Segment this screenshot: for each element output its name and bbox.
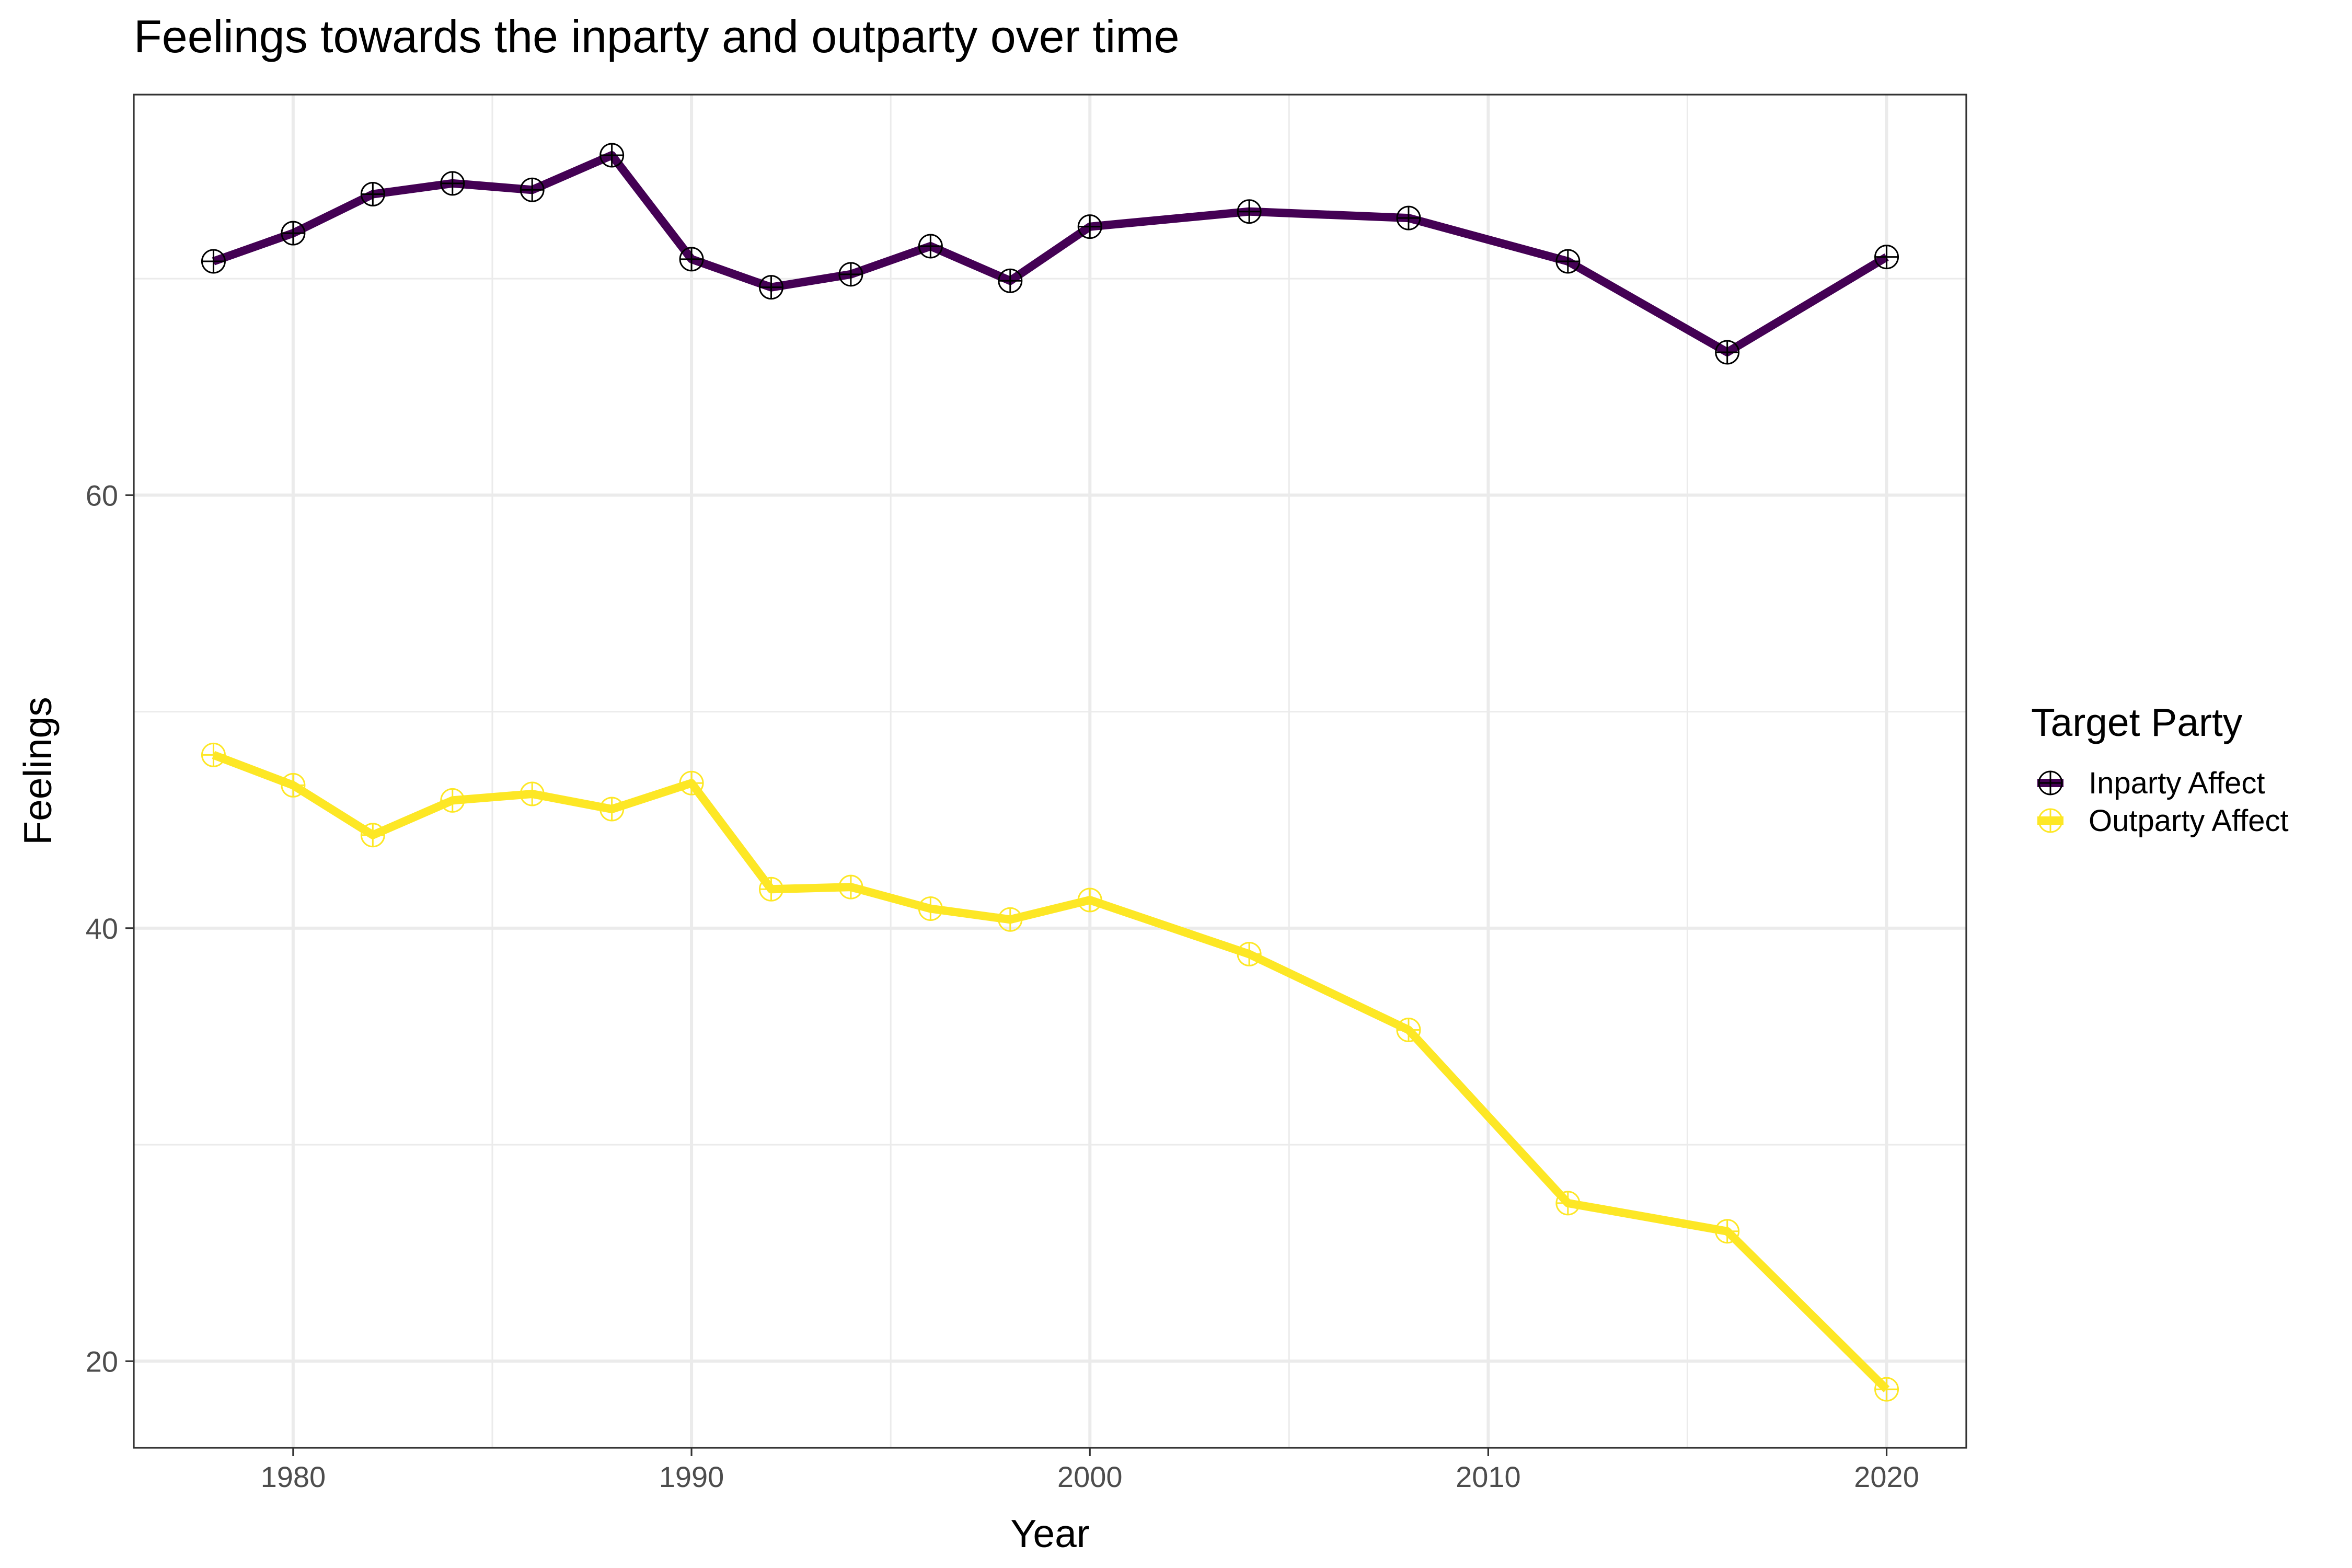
- data-point: [1715, 1219, 1740, 1244]
- data-point: [201, 742, 226, 767]
- data-point: [838, 262, 863, 287]
- data-point: [281, 221, 306, 246]
- data-point: [1077, 887, 1102, 913]
- data-point: [998, 907, 1023, 932]
- data-point: [758, 275, 783, 300]
- data-point: [918, 234, 943, 259]
- legend-item-0: Inparty Affect: [2037, 766, 2265, 800]
- y-axis: 20 40 60: [86, 479, 134, 1378]
- data-point: [440, 788, 465, 813]
- legend-label: Outparty Affect: [2089, 804, 2289, 838]
- series-1: [201, 742, 1899, 1402]
- data-point: [1237, 942, 1262, 967]
- series-0: [201, 143, 1899, 365]
- data-point: [1237, 199, 1262, 224]
- x-axis-title: Year: [1010, 1512, 1090, 1555]
- data-point: [360, 182, 385, 207]
- data-point: [679, 247, 704, 272]
- y-tick-label: 20: [86, 1345, 118, 1378]
- x-tick-label: 2000: [1057, 1460, 1123, 1493]
- data-point: [679, 770, 704, 795]
- x-tick-label: 1980: [261, 1460, 326, 1493]
- data-point: [1715, 340, 1740, 365]
- x-tick-label: 1990: [659, 1460, 724, 1493]
- data-point: [758, 877, 783, 902]
- y-tick-label: 60: [86, 479, 118, 512]
- data-point: [599, 143, 625, 168]
- chart-title: Feelings towards the inparty and outpart…: [134, 10, 1180, 62]
- data-point: [998, 268, 1023, 293]
- data-point: [1874, 1377, 1899, 1402]
- data-point: [360, 823, 385, 848]
- data-point: [1555, 1191, 1581, 1216]
- data-point: [201, 249, 226, 274]
- data-point: [281, 773, 306, 798]
- legend-title: Target Party: [2031, 700, 2243, 744]
- x-tick-label: 2020: [1854, 1460, 1919, 1493]
- grid-minor: [134, 95, 1966, 1448]
- legend-label: Inparty Affect: [2089, 766, 2265, 800]
- data-point: [1555, 249, 1581, 274]
- plot-border: [133, 94, 1967, 1449]
- x-axis: 1980 1990 2000 2010 2020: [261, 1448, 1919, 1493]
- series-layer: [201, 143, 1899, 1402]
- legend-item-1: Outparty Affect: [2037, 804, 2289, 838]
- data-point: [918, 896, 943, 921]
- legend: Target Party Inparty Affect Outparty Affe…: [2031, 700, 2289, 838]
- plot-background: [134, 95, 1966, 1448]
- data-point: [838, 874, 863, 900]
- data-point: [1077, 214, 1102, 239]
- data-point: [520, 781, 545, 806]
- data-point: [1396, 205, 1421, 230]
- data-point: [1396, 1018, 1421, 1043]
- data-point: [520, 177, 545, 202]
- legend-items: Inparty Affect Outparty Affect: [2037, 766, 2289, 838]
- data-point: [599, 797, 625, 822]
- x-tick-label: 2010: [1456, 1460, 1521, 1493]
- data-point: [440, 171, 465, 196]
- plot-panel: [133, 94, 1967, 1449]
- data-point: [1874, 245, 1899, 270]
- y-axis-title: Feelings: [16, 697, 60, 845]
- grid-major: [134, 95, 1966, 1448]
- y-tick-label: 40: [86, 912, 118, 945]
